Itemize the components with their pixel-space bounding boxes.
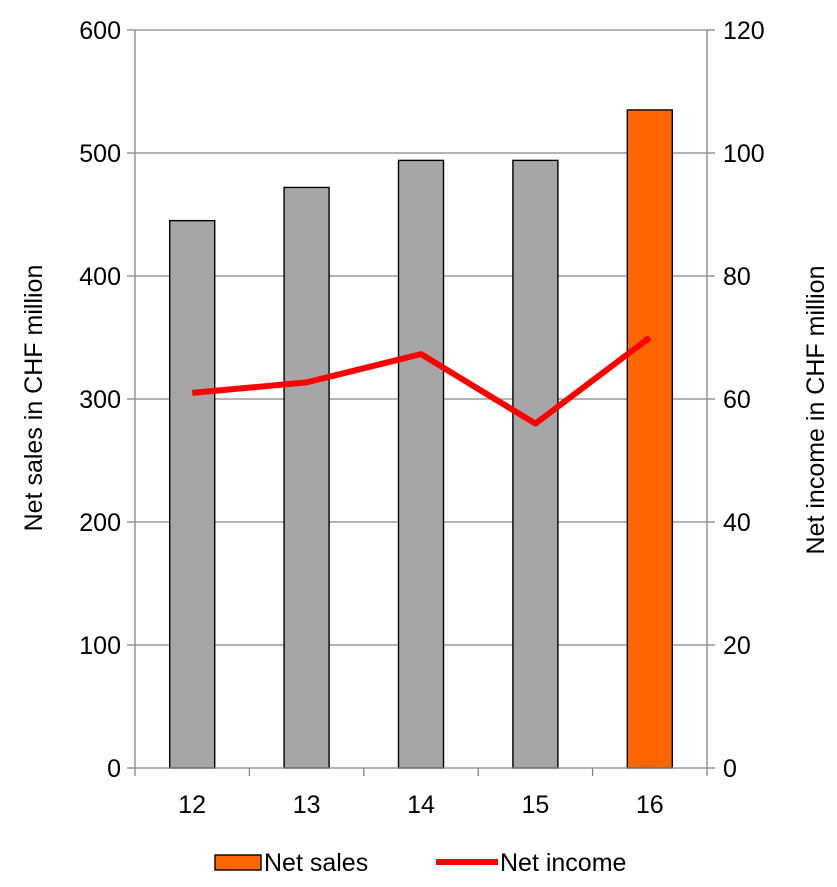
y-tick-label: 100 [79,632,121,660]
legend-label-net-sales: Net sales [264,849,368,877]
y2-tick-label: 60 [723,386,751,414]
bar-net-sales [626,109,673,769]
bar-net-sales [168,219,216,769]
y2-tick-label: 20 [723,632,751,660]
y-axis-title: Net sales in CHF million [20,265,48,532]
y2-tick-label: 40 [723,509,751,537]
x-tick-label: 14 [407,791,435,819]
legend-swatch-net-sales [214,854,262,871]
y-tick-label: 0 [107,755,121,783]
axes [127,29,715,776]
y2-tick-label: 120 [723,17,765,45]
y2-tick-label: 100 [723,140,765,168]
y2-tick-label: 80 [723,263,751,291]
tick-labels: 0 0 100 20 200 40 300 60 400 80 500 100 600 120 12 13 14… [79,17,764,819]
line-net-income [191,335,652,427]
x-tick-label: 13 [293,791,321,819]
legend-label-net-income: Net income [500,849,626,877]
y2-tick-label: 0 [723,755,737,783]
y-tick-label: 500 [79,140,121,168]
bar-net-sales [283,186,330,769]
line-series [191,335,652,427]
bar-series [168,109,673,769]
bar-net-sales [512,159,559,769]
x-tick-label: 15 [521,791,549,819]
x-tick-label: 16 [636,791,664,819]
y-tick-label: 300 [79,386,121,414]
y2-axis-title: Net income in CHF million [802,266,830,555]
y-tick-label: 600 [79,17,121,45]
legend: Net sales Net income [214,849,626,877]
y-tick-label: 400 [79,263,121,291]
y-tick-label: 200 [79,509,121,537]
bar-net-sales [397,159,445,769]
x-tick-label: 12 [178,791,206,819]
